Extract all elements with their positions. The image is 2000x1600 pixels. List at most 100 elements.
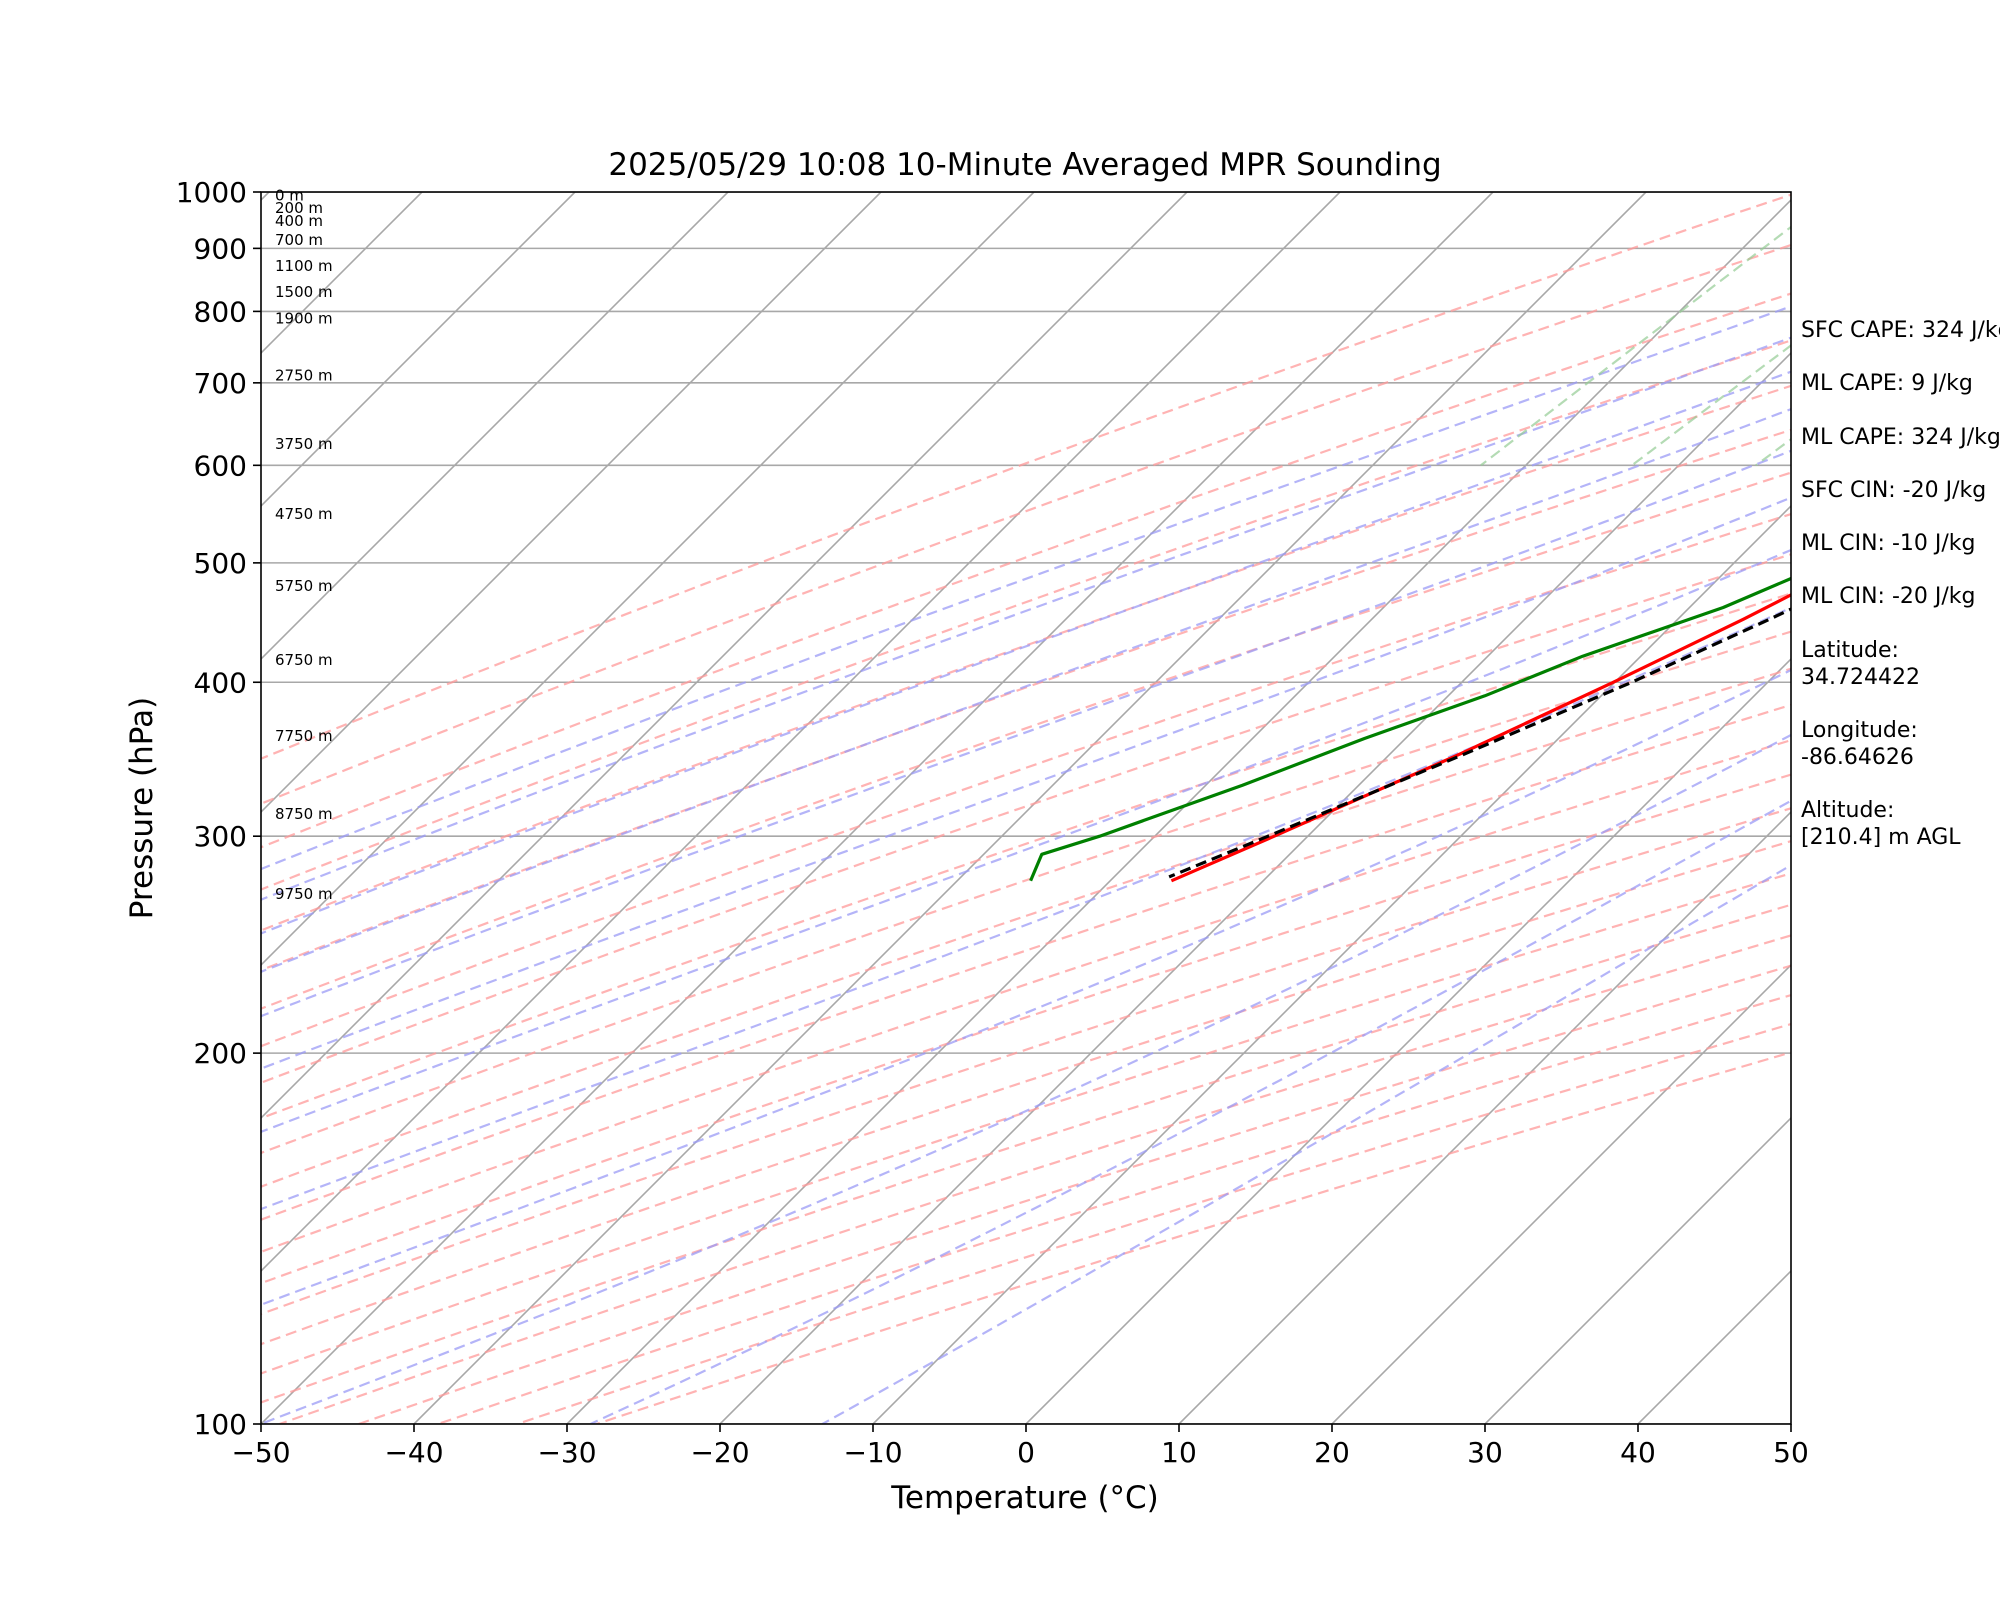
- isotherm-line: [1484, 1116, 1791, 1424]
- x-tick-label: 10: [1161, 1436, 1197, 1469]
- height-label: 3750 m: [275, 435, 333, 453]
- moist-adiabat: [261, 336, 1791, 901]
- dry-adiabat: [261, 592, 1791, 1120]
- isotherm-line: [261, 192, 1494, 1424]
- sounding-profiles: [1029, 576, 1791, 883]
- isotherm-line: [261, 192, 1188, 1120]
- moist-adiabats: [261, 305, 1791, 1424]
- y-tick-label: 900: [194, 232, 247, 265]
- x-axis-ticks: −50 −40 −30 −20 −10 0 10 20 30 40 50: [231, 1424, 1809, 1469]
- height-label: 200 m: [275, 199, 323, 217]
- annotation-text: Longitude:: [1801, 718, 1918, 743]
- moist-adiabat: [261, 668, 1791, 1306]
- isotherm-line: [1331, 963, 1791, 1424]
- isobar-gridlines: [261, 192, 1791, 1424]
- annotation-text: SFC CAPE: 324 J/kg: [1801, 318, 2000, 343]
- skewed-isotherms: [0, 192, 1791, 1424]
- dry-adiabat: [261, 739, 1791, 1254]
- annotation-text: Altitude:: [1801, 798, 1894, 823]
- height-label: 1100 m: [275, 257, 333, 275]
- dry-adiabat: [261, 471, 1791, 1010]
- x-tick-label: 30: [1467, 1436, 1503, 1469]
- moist-adiabat: [261, 407, 1791, 973]
- dewpoint-profile: [1029, 576, 1791, 882]
- dry-adiabat: [261, 773, 1791, 1285]
- x-tick-label: −30: [537, 1436, 596, 1469]
- annotation-text: ML CIN: -10 J/kg: [1801, 531, 1975, 556]
- x-tick-label: −40: [384, 1436, 443, 1469]
- y-axis-label: Pressure (hPa): [124, 697, 160, 919]
- x-tick-label: −50: [231, 1436, 290, 1469]
- isotherm-line: [1025, 657, 1791, 1424]
- isotherm-line: [261, 192, 882, 814]
- dry-adiabat: [261, 339, 1791, 891]
- moist-adiabat: [821, 863, 1791, 1424]
- parcel-profile: [1168, 607, 1791, 879]
- isotherm-line: [0, 192, 116, 1424]
- dry-adiabats: [261, 193, 1791, 1424]
- isotherm-line: [261, 192, 729, 661]
- y-tick-label: 800: [194, 295, 247, 328]
- isotherm-line: [261, 192, 1341, 1273]
- height-label: 700 m: [275, 231, 323, 249]
- annotation-text: Latitude:: [1801, 638, 1899, 663]
- dry-adiabat: [261, 428, 1791, 972]
- x-tick-label: −10: [843, 1436, 902, 1469]
- moist-adiabat: [261, 733, 1791, 1424]
- x-tick-label: 50: [1773, 1436, 1809, 1469]
- y-tick-label: 500: [194, 547, 247, 580]
- isotherm-line: [1178, 810, 1791, 1424]
- height-label: 400 m: [275, 212, 323, 230]
- annotation-text: ML CAPE: 9 J/kg: [1801, 371, 1973, 396]
- height-label: 6750 m: [275, 651, 333, 669]
- annotation-text: -86.64626: [1801, 745, 1914, 770]
- dry-adiabat: [261, 872, 1791, 1375]
- height-label: 9750 m: [275, 885, 333, 903]
- mixing-ratio-line: [1631, 344, 1791, 467]
- annotation-text: SFC CIN: -20 J/kg: [1801, 478, 1986, 503]
- y-tick-label: 700: [194, 367, 247, 400]
- y-tick-label: 400: [194, 666, 247, 699]
- mixing-ratio-line: [1480, 225, 1791, 467]
- height-label: 2750 m: [275, 367, 333, 385]
- dry-adiabat: [261, 840, 1791, 1346]
- y-axis-ticks: 100 200 300 400 500 600 700 800 900 1000: [176, 176, 261, 1441]
- isotherm-line: [261, 192, 1035, 967]
- x-tick-label: 40: [1620, 1436, 1656, 1469]
- x-tick-label: 0: [1017, 1436, 1035, 1469]
- moist-adiabat: [261, 449, 1791, 1018]
- x-axis-label: Temperature (°C): [890, 1480, 1159, 1516]
- height-label: 7750 m: [275, 727, 333, 745]
- x-tick-label: 20: [1314, 1436, 1350, 1469]
- x-tick-label: −20: [690, 1436, 749, 1469]
- dry-adiabat: [261, 807, 1791, 1316]
- dry-adiabat: [261, 553, 1791, 1084]
- height-label: 5750 m: [275, 577, 333, 595]
- isotherm-line: [261, 192, 576, 508]
- y-tick-label: 300: [194, 820, 247, 853]
- moist-adiabat: [261, 496, 1791, 1070]
- mixing-ratio-lines: [1480, 225, 1791, 467]
- height-label: 1900 m: [275, 310, 333, 328]
- annotation-text: [210.4] m AGL: [1801, 825, 1961, 850]
- height-label: 8750 m: [275, 805, 333, 823]
- dry-adiabat: [437, 993, 1791, 1424]
- plot-area: [0, 192, 1791, 1424]
- dry-adiabat: [261, 243, 1791, 805]
- annotation-text: ML CIN: -20 J/kg: [1801, 584, 1975, 609]
- height-label: 1500 m: [275, 283, 333, 301]
- chart-title: 2025/05/29 10:08 10-Minute Averaged MPR …: [608, 147, 1441, 183]
- annotation-text: ML CAPE: 324 J/kg: [1801, 425, 2000, 450]
- y-tick-label: 200: [194, 1037, 247, 1070]
- moist-adiabat: [590, 799, 1791, 1424]
- temperature-profile: [1170, 593, 1791, 883]
- annotation-text: 34.724422: [1801, 665, 1920, 690]
- isotherm-line: [872, 504, 1791, 1424]
- dry-adiabat: [261, 630, 1791, 1155]
- plot-frame: [260, 191, 1792, 1425]
- y-tick-label: 600: [194, 449, 247, 482]
- sounding-parameters: SFC CAPE: 324 J/kg ML CAPE: 9 J/kg ML CAPE…: [1801, 318, 2000, 850]
